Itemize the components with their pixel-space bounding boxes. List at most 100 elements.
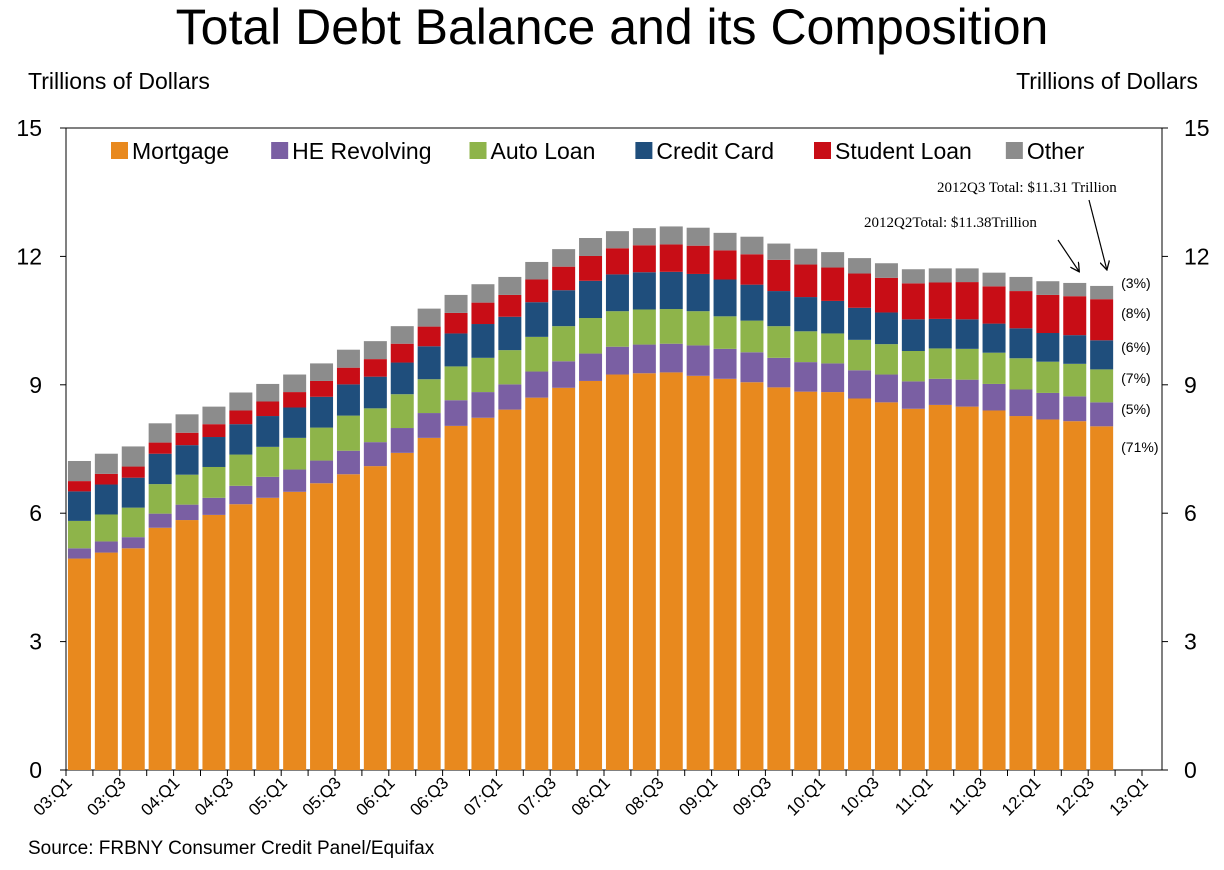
- bar-segment-other: [256, 383, 280, 402]
- bar-segment-credit-card: [1036, 333, 1060, 362]
- bar-segment-mortgage: [256, 497, 280, 770]
- bar-segment-he-revolving: [632, 344, 656, 374]
- bar-stack: [1009, 276, 1033, 770]
- bar-segment-student-loan: [955, 282, 979, 320]
- x-tick-label: 07:Q1: [460, 773, 506, 819]
- bar-segment-mortgage: [740, 382, 764, 770]
- composition-label: (8%): [1121, 305, 1151, 321]
- bar-segment-mortgage: [1036, 419, 1060, 770]
- annotation-q2-total: 2012Q2Total: $11.38Trillion: [864, 215, 1037, 231]
- bar-segment-auto-loan: [740, 320, 764, 353]
- legend-item-he-revolving: HE Revolving: [271, 138, 432, 164]
- bar-segment-mortgage: [659, 372, 683, 770]
- bar-segment-auto-loan: [1009, 358, 1033, 390]
- bar-segment-student-loan: [390, 343, 414, 363]
- bar-segment-mortgage: [1009, 416, 1033, 770]
- bar-segment-student-loan: [1036, 294, 1060, 334]
- bar-segment-student-loan: [148, 442, 172, 454]
- bar-segment-other: [740, 236, 764, 255]
- x-tick-label: 06:Q1: [352, 773, 398, 819]
- bar-segment-student-loan: [1090, 299, 1114, 341]
- bar-stack: [390, 326, 414, 770]
- bar-segment-other: [1009, 276, 1033, 292]
- x-tick-label: 05:Q3: [299, 773, 345, 819]
- bar-segment-he-revolving: [363, 442, 387, 467]
- bar-segment-credit-card: [471, 324, 495, 358]
- bar-segment-student-loan: [444, 312, 468, 334]
- legend-swatch: [635, 142, 653, 159]
- bar-segment-student-loan: [525, 279, 549, 303]
- bar-segment-other: [874, 263, 898, 278]
- x-tick-label: 07:Q3: [514, 773, 560, 819]
- bar-stack: [525, 261, 549, 770]
- bar-segment-student-loan: [821, 267, 845, 301]
- bar-segment-he-revolving: [579, 353, 603, 381]
- bar-segment-student-loan: [363, 359, 387, 377]
- legend-label: Credit Card: [656, 138, 774, 164]
- bar-stack: [417, 308, 441, 770]
- bar-segment-he-revolving: [1063, 396, 1087, 422]
- bar-segment-mortgage: [390, 452, 414, 770]
- bar-segment-student-loan: [874, 277, 898, 313]
- legend-item-student-loan: Student Loan: [814, 138, 972, 164]
- bar-segment-student-loan: [740, 254, 764, 285]
- bar-stack: [471, 284, 495, 770]
- bar-stack: [498, 276, 522, 770]
- bar-segment-he-revolving: [229, 485, 253, 505]
- legend-label: Mortgage: [132, 138, 229, 164]
- bar-segment-other: [444, 294, 468, 313]
- bar-segment-other: [605, 231, 629, 249]
- bar-segment-other: [848, 258, 872, 274]
- bar-segment-credit-card: [794, 297, 818, 332]
- bar-segment-auto-loan: [605, 311, 629, 347]
- legend-swatch: [271, 142, 289, 159]
- bar-segment-auto-loan: [579, 318, 603, 354]
- bar-segment-student-loan: [632, 245, 656, 273]
- bar-segment-credit-card: [848, 307, 872, 340]
- bar-segment-other: [148, 423, 172, 443]
- bar-segment-other: [336, 349, 360, 368]
- bar-segment-mortgage: [498, 409, 522, 770]
- bar-segment-credit-card: [767, 291, 791, 327]
- bar-segment-other: [686, 227, 710, 246]
- annotation-arrow-q3: [1088, 199, 1107, 269]
- bar-segment-auto-loan: [767, 326, 791, 358]
- bar-segment-student-loan: [713, 250, 737, 280]
- y-tick-label-left: 12: [16, 243, 42, 269]
- bar-segment-other: [498, 276, 522, 295]
- bar-segment-credit-card: [1063, 335, 1087, 364]
- bar-segment-mortgage: [955, 406, 979, 770]
- bar-stack: [310, 363, 334, 770]
- bar-segment-mortgage: [632, 373, 656, 770]
- bar-segment-credit-card: [552, 290, 576, 327]
- bar-segment-credit-card: [686, 273, 710, 312]
- bar-stack: [202, 406, 226, 770]
- bar-segment-student-loan: [552, 266, 576, 291]
- bar-stack: [336, 349, 360, 770]
- legend-label: Auto Loan: [491, 138, 596, 164]
- bar-segment-auto-loan: [1090, 369, 1114, 403]
- bar-segment-mortgage: [471, 417, 495, 770]
- x-tick-label: 10:Q3: [837, 773, 883, 819]
- bar-segment-student-loan: [1063, 296, 1087, 336]
- bar-segment-mortgage: [94, 552, 118, 770]
- x-tick-label: 12:Q3: [1052, 773, 1098, 819]
- bar-segment-auto-loan: [713, 316, 737, 349]
- bar-segment-mortgage: [229, 504, 253, 770]
- bar-segment-auto-loan: [632, 309, 656, 345]
- bar-segment-he-revolving: [256, 476, 280, 498]
- x-tick-label: 08:Q3: [621, 773, 667, 819]
- bar-segment-student-loan: [256, 401, 280, 417]
- bar-segment-auto-loan: [121, 507, 145, 538]
- bar-segment-student-loan: [605, 248, 629, 275]
- x-tick-label: 06:Q3: [406, 773, 452, 819]
- bar-segment-he-revolving: [336, 450, 360, 475]
- bar-segment-auto-loan: [525, 336, 549, 372]
- bar-segment-mortgage: [848, 398, 872, 770]
- bar-segment-other: [121, 446, 145, 467]
- bar-stack: [848, 258, 872, 770]
- bar-segment-credit-card: [525, 302, 549, 337]
- legend-item-mortgage: Mortgage: [111, 138, 229, 164]
- bar-stack: [148, 423, 172, 770]
